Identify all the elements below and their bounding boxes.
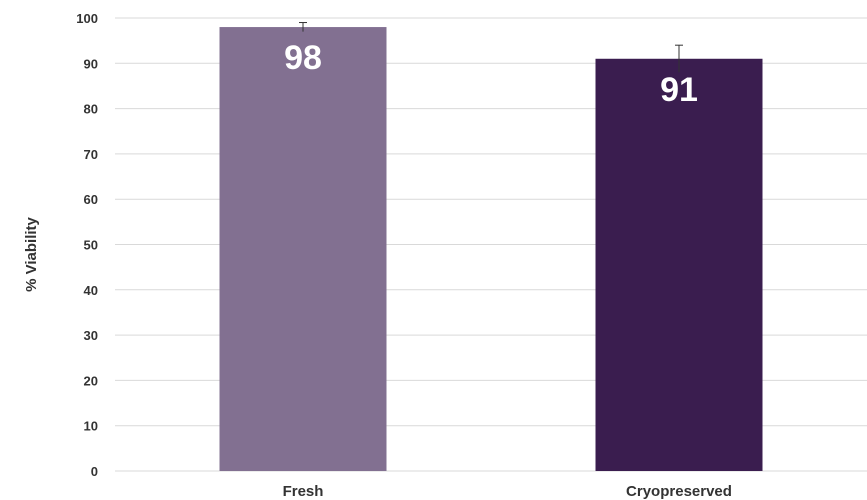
y-tick-label: 90 [84,56,98,71]
y-tick-label: 80 [84,102,98,117]
x-category-label: Cryopreserved [626,483,732,500]
data-label: 91 [660,71,698,109]
bars [219,22,763,472]
y-tick-label: 0 [91,464,98,479]
data-label: 98 [284,39,322,77]
y-tick-label: 30 [84,328,98,343]
y-tick-label: 60 [84,192,98,207]
y-axis-title: % Viability [23,216,40,291]
y-tick-label: 40 [84,283,98,298]
y-tick-label: 100 [76,11,98,26]
x-category-label: Fresh [283,483,324,500]
labels: 0 10 20 30 40 50 60 70 80 90 100 98 Fresh 91 Cryoprese… [76,11,732,500]
y-tick-label: 20 [84,373,98,388]
y-tick-label: 70 [84,147,98,162]
y-tick-label: 10 [84,419,98,434]
bar-fresh [219,27,387,472]
bar-cryopreserved [595,58,763,472]
y-tick-label: 50 [84,238,98,253]
